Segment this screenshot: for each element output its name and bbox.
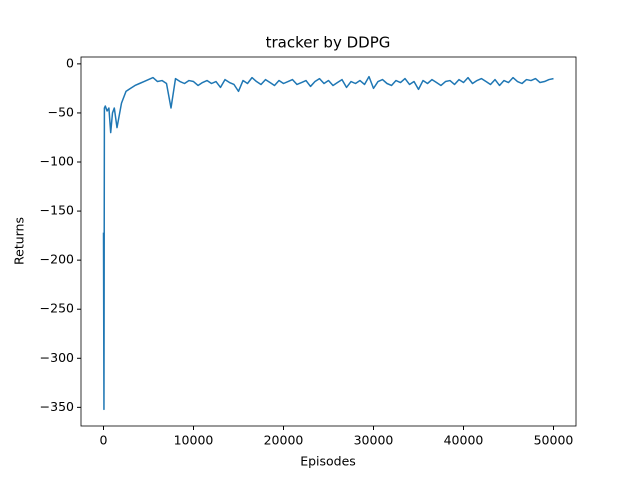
x-tick-label: 30000	[354, 433, 394, 448]
x-tick-label: 40000	[444, 433, 484, 448]
y-tick-label: −300	[40, 350, 74, 365]
y-tick-label: −50	[48, 104, 74, 119]
y-tick-label: −200	[40, 252, 74, 267]
x-tick-label: 10000	[174, 433, 214, 448]
y-tick-label: −350	[40, 399, 74, 414]
y-tick-label: −100	[40, 154, 74, 169]
y-tick-label: −150	[40, 203, 74, 218]
chart-title: tracker by DDPG	[266, 34, 391, 52]
plot-frame	[80, 56, 577, 427]
x-axis-label: Episodes	[300, 454, 356, 469]
y-tick-label: 0	[66, 55, 74, 70]
x-tick-label: 50000	[534, 433, 574, 448]
y-axis-label: Returns	[12, 217, 27, 265]
y-tick-label: −250	[40, 301, 74, 316]
data-line	[102, 75, 554, 411]
x-tick-label: 0	[100, 433, 108, 448]
x-tick-label: 20000	[264, 433, 304, 448]
